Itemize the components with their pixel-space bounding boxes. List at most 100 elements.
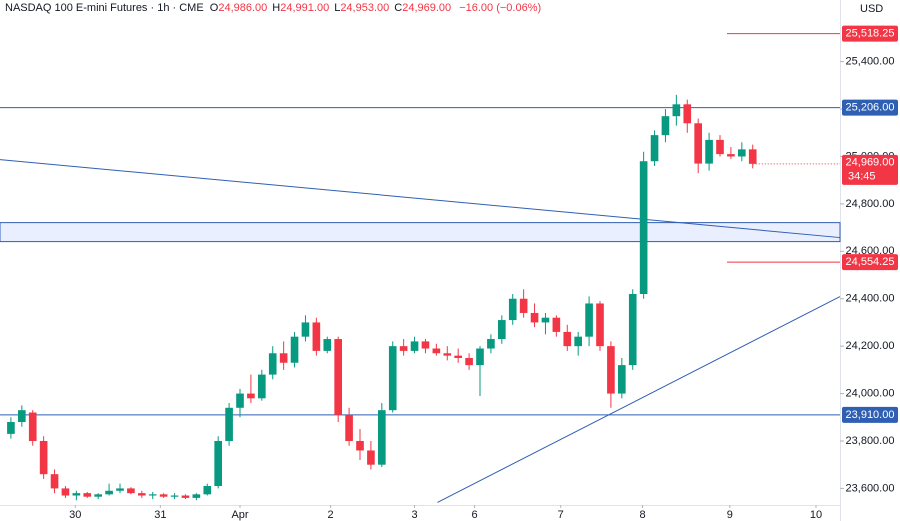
- ohlc-label: O: [209, 2, 219, 14]
- price-tag-label: 24,969.00: [846, 157, 895, 169]
- candle-body: [334, 339, 342, 415]
- candle-body: [705, 139, 713, 164]
- candle-body: [50, 474, 59, 489]
- candle-body: [18, 410, 26, 423]
- ohlc: O24,986.00 H24,991.00 L24,953.00 C24,969.00: [210, 2, 456, 14]
- candle-body: [7, 422, 15, 434]
- y-tick-label: 23,600.00: [846, 482, 895, 494]
- candle-body: [94, 494, 102, 497]
- price-tag: [842, 25, 898, 42]
- candle-body: [410, 341, 419, 351]
- candle-body: [716, 139, 724, 155]
- price-tag: [842, 254, 898, 271]
- ohlc-value: 24,953.00: [340, 2, 390, 14]
- ohlc-label: H: [272, 2, 281, 14]
- candle-body: [672, 104, 681, 117]
- candle-body: [661, 116, 670, 136]
- candle-body: [301, 322, 310, 337]
- price-tag-label: 25,518.25: [846, 28, 895, 40]
- candle-body: [388, 346, 397, 411]
- candle-body: [159, 494, 168, 497]
- x-tick-label: 7: [558, 509, 564, 521]
- candle-body: [421, 341, 430, 349]
- candle-body: [498, 320, 506, 340]
- candle-body: [105, 490, 113, 495]
- x-tick-label: 8: [639, 509, 645, 521]
- ohlc-label: L: [334, 2, 341, 14]
- countdown: 34:45: [848, 171, 876, 183]
- candle-body: [181, 495, 190, 498]
- candle-body: [203, 486, 212, 495]
- candle-body: [476, 348, 484, 366]
- y-tick-label: 23,800.00: [846, 435, 895, 447]
- candle-body: [443, 353, 452, 356]
- candle-body: [727, 154, 735, 157]
- candle-body: [247, 393, 255, 399]
- x-tick-label: 31: [154, 509, 166, 521]
- price-tag: [842, 406, 898, 423]
- candle-body: [268, 353, 277, 375]
- candle-body: [290, 336, 299, 363]
- candle-body: [192, 494, 201, 498]
- candle-body: [258, 374, 266, 399]
- trendline: [0, 159, 841, 239]
- candle-body: [399, 346, 408, 351]
- x-tick-label: 2: [327, 509, 333, 521]
- candle-body: [83, 493, 92, 497]
- y-tick-label: 24,400.00: [846, 293, 895, 305]
- candle-body: [225, 407, 233, 441]
- candle-body: [148, 494, 157, 496]
- candle-body: [738, 149, 746, 157]
- candle-body: [345, 414, 353, 441]
- candle-body: [628, 293, 637, 366]
- ohlc-value: 24,986.00: [218, 2, 268, 14]
- y-tick-label: 25,400.00: [846, 56, 895, 68]
- candle-body: [618, 365, 626, 394]
- candle-body: [61, 488, 70, 496]
- candle-body: [127, 488, 135, 494]
- candle-body: [378, 410, 386, 465]
- candle-body: [650, 135, 659, 162]
- ohlc-value: 24,991.00: [280, 2, 330, 14]
- candle-body: [487, 339, 495, 349]
- candle-body: [170, 495, 179, 497]
- candle-body: [519, 298, 528, 313]
- candle-body: [454, 355, 462, 359]
- symbol: NASDAQ 100 E-mini Futures · 1h · CME: [5, 2, 204, 14]
- candle-body: [541, 317, 550, 323]
- price-tag-label: 23,910.00: [846, 409, 895, 421]
- change: −16.00 (−0.06%): [459, 2, 542, 14]
- header: NASDAQ 100 E-mini Futures · 1h · CME O24…: [5, 2, 546, 14]
- candle-body: [465, 358, 473, 366]
- y-tick-label: 24,000.00: [846, 387, 895, 399]
- candle-body: [432, 348, 441, 354]
- candle-body: [72, 493, 81, 496]
- candle-body: [279, 353, 288, 363]
- trendline: [437, 296, 841, 503]
- y-tick-label: 24,800.00: [846, 198, 895, 210]
- candle-body: [39, 440, 48, 475]
- price-tag: [842, 154, 898, 185]
- candle-body: [694, 123, 702, 164]
- candle-body: [748, 149, 757, 164]
- candle-body: [639, 161, 648, 294]
- candle-body: [323, 339, 332, 351]
- currency: USD: [860, 3, 883, 15]
- candle-body: [683, 104, 692, 124]
- candle-body: [312, 322, 321, 351]
- x-tick-label: Apr: [231, 509, 248, 521]
- x-tick-label: 6: [471, 509, 477, 521]
- candle-body: [563, 331, 572, 347]
- candle-body: [138, 493, 146, 496]
- candle-body: [607, 346, 615, 394]
- candle-body: [552, 317, 561, 332]
- candle-body: [28, 412, 37, 441]
- candle-body: [596, 303, 604, 347]
- ohlc-value: 24,969.00: [402, 2, 452, 14]
- candle-body: [574, 336, 582, 347]
- x-tick-label: 30: [69, 509, 81, 521]
- price-tag-label: 25,206.00: [846, 102, 895, 114]
- x-tick-label: 3: [411, 509, 417, 521]
